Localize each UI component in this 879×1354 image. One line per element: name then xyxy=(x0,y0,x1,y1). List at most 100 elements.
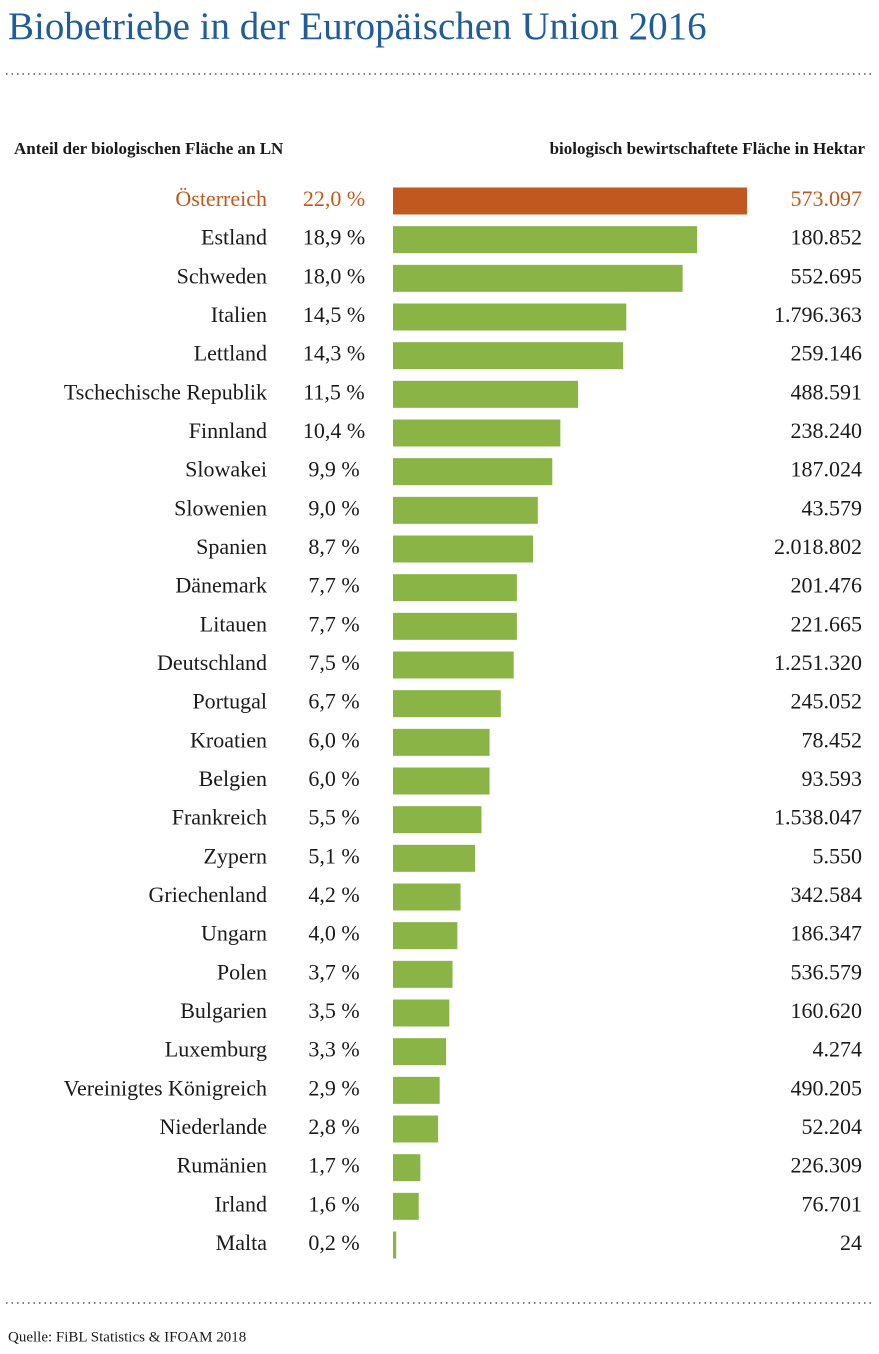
area-label: 221.665 xyxy=(791,611,863,636)
bar xyxy=(393,496,538,524)
category-label: Slowenien xyxy=(174,495,267,520)
category-label: Niederlande xyxy=(160,1114,268,1139)
area-label: 342.584 xyxy=(791,882,863,907)
value-label: 6,0 % xyxy=(308,766,359,791)
area-label: 552.695 xyxy=(791,263,863,288)
bar xyxy=(393,1154,421,1182)
chart-title: Biobetriebe in der Europäischen Union 20… xyxy=(8,5,707,48)
category-label: Slowakei xyxy=(185,457,267,482)
value-label: 14,5 % xyxy=(303,302,365,327)
area-label: 245.052 xyxy=(791,689,863,714)
bar xyxy=(393,419,561,447)
value-label: 6,7 % xyxy=(308,689,359,714)
category-label: Belgien xyxy=(199,766,267,791)
category-label: Italien xyxy=(211,302,267,327)
category-label: Luxemburg xyxy=(165,1037,267,1062)
column-header: Anteil der biologischen Fläche an LN xyxy=(14,139,284,158)
category-label: Vereinigtes Königreich xyxy=(64,1075,267,1100)
area-label: 24 xyxy=(840,1230,862,1255)
area-label: 488.591 xyxy=(791,379,863,404)
value-label: 1,7 % xyxy=(308,1153,359,1178)
category-label: Litauen xyxy=(200,611,267,636)
value-label: 14,3 % xyxy=(303,341,365,366)
value-label: 10,4 % xyxy=(303,418,365,443)
area-label: 2.018.802 xyxy=(774,534,862,559)
bar xyxy=(393,342,624,370)
category-label: Kroatien xyxy=(190,727,267,752)
value-label: 3,5 % xyxy=(308,998,359,1023)
value-label: 8,7 % xyxy=(308,534,359,559)
area-label: 180.852 xyxy=(791,225,863,250)
category-label: Polen xyxy=(217,959,267,984)
category-label: Rumänien xyxy=(177,1153,267,1178)
value-label: 0,2 % xyxy=(308,1230,359,1255)
bar xyxy=(393,806,482,834)
bar xyxy=(393,1192,419,1220)
area-label: 186.347 xyxy=(791,921,863,946)
value-label: 2,8 % xyxy=(308,1114,359,1139)
value-label: 1,6 % xyxy=(308,1191,359,1216)
bar xyxy=(393,690,501,718)
value-label: 3,7 % xyxy=(308,959,359,984)
bar xyxy=(393,303,627,331)
bar xyxy=(393,264,683,292)
column-header: biologisch bewirtschaftete Fläche in Hek… xyxy=(550,139,866,158)
area-label: 573.097 xyxy=(791,186,863,211)
area-label: 259.146 xyxy=(791,341,863,366)
bar xyxy=(393,535,533,563)
area-label: 1.796.363 xyxy=(774,302,862,327)
value-label: 5,5 % xyxy=(308,805,359,830)
value-label: 7,5 % xyxy=(308,650,359,675)
value-label: 18,9 % xyxy=(303,225,365,250)
bar xyxy=(393,960,453,988)
bar xyxy=(393,1038,447,1066)
category-label: Lettland xyxy=(194,341,267,366)
bar xyxy=(393,1231,397,1259)
value-label: 7,7 % xyxy=(308,573,359,598)
category-label: Frankreich xyxy=(172,805,267,830)
value-label: 9,9 % xyxy=(308,457,359,482)
area-label: 238.240 xyxy=(791,418,863,443)
area-label: 76.701 xyxy=(802,1191,863,1216)
area-label: 536.579 xyxy=(791,959,863,984)
category-label: Griechenland xyxy=(149,882,268,907)
bar xyxy=(393,767,490,795)
area-label: 5.550 xyxy=(813,843,863,868)
area-label: 93.593 xyxy=(802,766,863,791)
bar xyxy=(393,226,698,254)
bar xyxy=(393,458,553,486)
area-label: 1.251.320 xyxy=(774,650,862,675)
bar xyxy=(393,651,514,679)
category-label: Finnland xyxy=(189,418,267,443)
value-label: 11,5 % xyxy=(303,379,365,404)
area-label: 201.476 xyxy=(791,573,863,598)
category-label: Tschechische Republik xyxy=(64,379,267,404)
bar xyxy=(393,380,579,408)
value-label: 2,9 % xyxy=(308,1075,359,1100)
area-label: 1.538.047 xyxy=(774,805,862,830)
category-label: Malta xyxy=(216,1230,268,1255)
value-label: 4,0 % xyxy=(308,921,359,946)
bar xyxy=(393,1076,440,1104)
area-label: 43.579 xyxy=(802,495,863,520)
category-label: Zypern xyxy=(203,843,267,868)
category-label: Dänemark xyxy=(175,573,267,598)
bar xyxy=(393,187,747,215)
area-label: 490.205 xyxy=(791,1075,863,1100)
area-label: 52.204 xyxy=(802,1114,863,1139)
area-label: 187.024 xyxy=(791,457,863,482)
category-label: Schweden xyxy=(177,263,267,288)
value-label: 5,1 % xyxy=(308,843,359,868)
value-label: 22,0 % xyxy=(303,186,365,211)
source: Quelle: FiBL Statistics & IFOAM 2018 xyxy=(8,1329,246,1345)
category-label: Portugal xyxy=(192,689,267,714)
bar xyxy=(393,728,490,756)
category-label: Irland xyxy=(214,1191,267,1216)
value-label: 4,2 % xyxy=(308,882,359,907)
category-label: Spanien xyxy=(196,534,267,559)
bar xyxy=(393,883,461,911)
value-label: 18,0 % xyxy=(303,263,365,288)
bar xyxy=(393,574,517,602)
